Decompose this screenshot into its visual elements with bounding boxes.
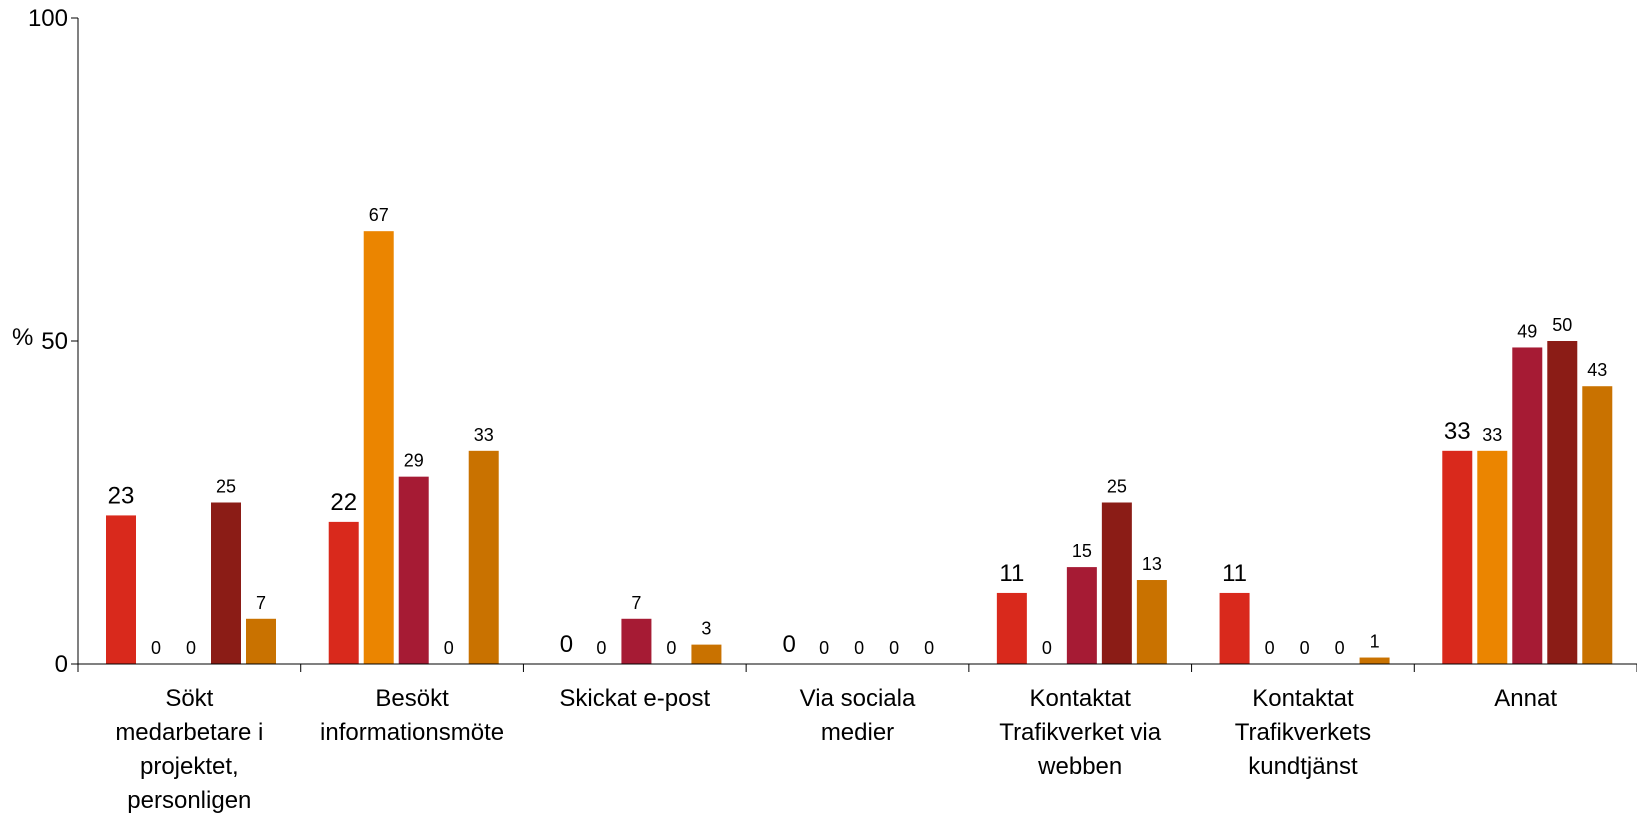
category-label: Kontaktat Trafikverkets kundtjänst — [1235, 685, 1371, 780]
bar — [363, 231, 394, 664]
data-label: 43 — [1587, 360, 1607, 380]
bar — [468, 450, 499, 664]
bar — [246, 618, 276, 664]
data-label: 3 — [701, 619, 711, 639]
bar — [1219, 592, 1250, 664]
data-label: 25 — [1107, 477, 1127, 497]
data-label: 0 — [782, 631, 795, 658]
data-label: 13 — [1142, 554, 1162, 574]
category-label: Sökt medarbetare i projektet, personligen — [115, 685, 263, 814]
category-label-line: Sökt — [165, 685, 213, 712]
bar — [1101, 502, 1132, 664]
category-label-line: medier — [821, 719, 894, 746]
bar — [621, 618, 652, 664]
data-label: 0 — [1042, 638, 1052, 658]
data-label: 0 — [889, 638, 899, 658]
data-label: 0 — [444, 638, 454, 658]
bar — [328, 521, 359, 664]
data-label: 22 — [330, 489, 357, 516]
data-label: 33 — [1444, 418, 1471, 445]
data-label: 0 — [819, 638, 829, 658]
y-tick-label: 0 — [55, 651, 68, 678]
data-label: 33 — [474, 425, 494, 445]
data-label: 33 — [1482, 425, 1502, 445]
data-label: 29 — [404, 451, 424, 471]
category-label-line: Via sociala — [800, 685, 916, 712]
bar — [1477, 450, 1508, 664]
data-label: 0 — [1335, 638, 1345, 658]
bar — [691, 644, 722, 664]
data-label: 49 — [1517, 321, 1537, 341]
bar — [996, 592, 1027, 664]
bar — [106, 515, 136, 664]
category-labels: Sökt medarbetare i projektet, personligen Be… — [115, 685, 1557, 814]
data-label: 15 — [1072, 541, 1092, 561]
y-tick-label: 50 — [41, 328, 68, 355]
bar — [1547, 341, 1578, 664]
data-label: 0 — [186, 638, 196, 658]
data-label: 7 — [631, 593, 641, 613]
y-axis-label: % — [12, 324, 33, 351]
data-label: 0 — [854, 638, 864, 658]
data-label: 23 — [108, 482, 135, 509]
category-label: Annat — [1494, 685, 1557, 712]
category-label: Skickat e-post — [559, 685, 710, 712]
bar — [1066, 567, 1097, 664]
data-label: 0 — [596, 638, 606, 658]
bar — [398, 476, 429, 664]
bar — [1512, 347, 1543, 664]
category-label-line: projektet, — [140, 753, 239, 780]
category-label-line: informationsmöte — [320, 719, 504, 746]
category-label-line: Annat — [1494, 685, 1557, 712]
category-label-line: Skickat e-post — [559, 685, 710, 712]
data-label: 0 — [924, 638, 934, 658]
bars: 23 0 0 25 7 22 67 29 0 33 0 0 7 0 3 0 0 0 0 0 11 0 15 25 13 11 0 0 0… — [106, 205, 1613, 664]
category-label-line: Besökt — [375, 685, 449, 712]
x-axis — [77, 663, 1637, 672]
data-label: 67 — [369, 205, 389, 225]
data-label: 50 — [1552, 315, 1572, 335]
data-label: 0 — [666, 638, 676, 658]
data-label: 0 — [560, 631, 573, 658]
data-label: 0 — [1300, 638, 1310, 658]
category-label-line: medarbetare i — [115, 719, 263, 746]
data-label: 25 — [216, 477, 236, 497]
category-label-line: kundtjänst — [1248, 753, 1358, 780]
y-tick-label: 100 — [28, 5, 68, 32]
bar — [1582, 386, 1613, 664]
bar — [1442, 450, 1473, 664]
category-label-line: Kontaktat — [1030, 685, 1132, 712]
category-label-line: Trafikverket via — [999, 719, 1161, 746]
data-label: 0 — [151, 638, 161, 658]
bar — [211, 502, 241, 664]
category-label: Besökt informationsmöte — [320, 685, 504, 746]
category-label-line: personligen — [127, 787, 251, 814]
category-label: Kontaktat Trafikverket via webben — [999, 685, 1161, 780]
data-label: 11 — [1222, 560, 1247, 587]
category-label-line: Trafikverkets — [1235, 719, 1371, 746]
data-label: 11 — [999, 560, 1024, 587]
data-label: 7 — [256, 593, 266, 613]
bar — [1136, 580, 1167, 664]
y-axis: 0 50 100 — [28, 5, 79, 678]
data-label: 0 — [1265, 638, 1275, 658]
category-label-line: webben — [1037, 753, 1122, 780]
data-label: 1 — [1370, 632, 1380, 652]
category-label-line: Kontaktat — [1252, 685, 1354, 712]
bar — [1359, 657, 1390, 664]
category-label: Via sociala medier — [800, 685, 916, 746]
